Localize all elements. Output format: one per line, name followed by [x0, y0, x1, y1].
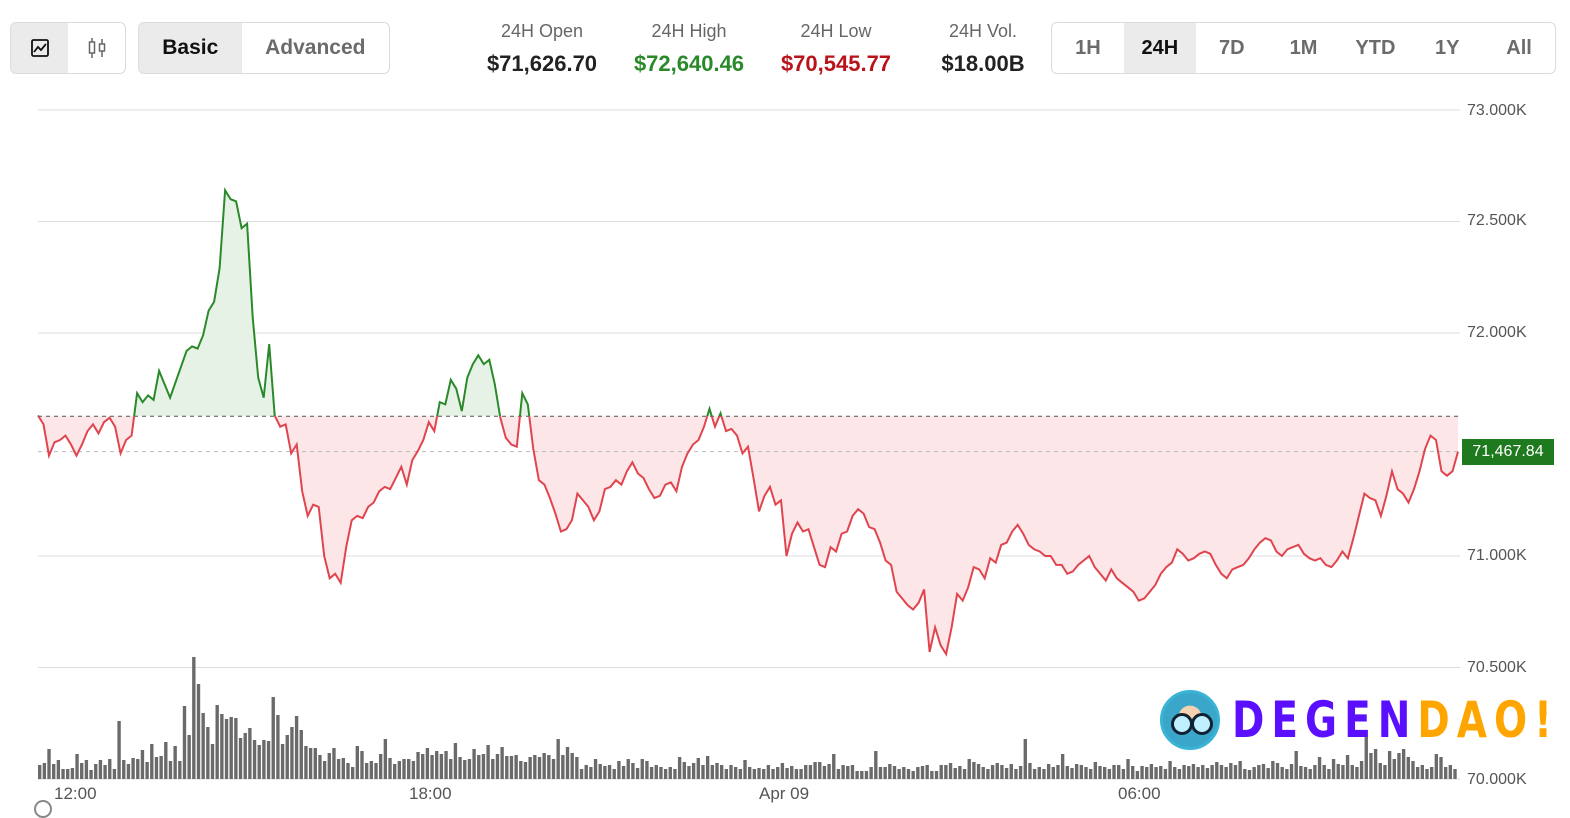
y-tick-70000: 70.000K [1467, 771, 1527, 788]
loading-spinner-icon [34, 800, 52, 818]
stat-low-label: 24H Low [800, 21, 872, 41]
price-area-below-open [38, 416, 1458, 655]
range-all[interactable]: All [1506, 36, 1532, 59]
stat-open-value: $71,626.70 [486, 51, 598, 76]
x-tick-1800: 18:00 [409, 784, 452, 803]
stat-low: 24H Low $70,545.77 [771, 20, 901, 77]
range-1m[interactable]: 1M [1289, 36, 1318, 59]
range-7d[interactable]: 7D [1218, 36, 1245, 59]
volume-bars [38, 657, 1457, 779]
basic-mode-button[interactable]: Basic [139, 23, 242, 73]
price-area-above-open [38, 190, 722, 417]
x-tick-0600: 06:00 [1118, 784, 1161, 803]
time-range-selector: 1H 24H 7D 1M YTD 1Y All [1051, 22, 1556, 74]
brand-part1: DEGEN [1232, 691, 1418, 749]
y-tick-72500: 72.500K [1467, 212, 1527, 229]
mode-toggle: Basic Advanced [138, 22, 390, 74]
y-tick-71000: 71.000K [1467, 547, 1527, 564]
candlestick-icon [88, 38, 105, 58]
range-1h[interactable]: 1H [1075, 36, 1101, 59]
stat-open-label: 24H Open [500, 21, 584, 41]
y-tick-73000: 73.000K [1467, 102, 1527, 119]
y-tick-72000: 72.000K [1467, 324, 1527, 341]
line-chart-icon [30, 39, 49, 57]
stat-open: 24H Open $71,626.70 [478, 20, 606, 77]
chart-type-toggle [10, 22, 126, 74]
stat-high: 24H High $72,640.46 [624, 20, 754, 77]
y-tick-70500: 70.500K [1467, 659, 1527, 676]
stat-high-label: 24H High [651, 21, 727, 41]
range-1y[interactable]: 1Y [1434, 36, 1460, 59]
price-line-down [37, 416, 1459, 657]
x-tick-apr09: Apr 09 [759, 784, 810, 803]
stat-volume-label: 24H Vol. [948, 21, 1018, 41]
degendao-watermark: DEGENDAO! [1160, 690, 1570, 750]
range-24h[interactable]: 24H [1123, 23, 1196, 73]
stat-volume-value: $18.00B [941, 51, 1025, 76]
current-price-tag: 71,467.84 [1462, 438, 1554, 465]
range-ytd[interactable]: YTD [1355, 36, 1396, 59]
mascot-avatar-icon [1160, 690, 1220, 750]
line-chart-button[interactable] [11, 23, 68, 73]
stat-high-value: $72,640.46 [633, 51, 745, 76]
x-tick-1200: 12:00 [54, 784, 97, 803]
price-line-up [37, 187, 723, 417]
brand-part2: DAO! [1417, 691, 1559, 749]
candlestick-chart-button[interactable] [68, 23, 125, 73]
stat-volume: 24H Vol. $18.00B [928, 20, 1038, 77]
advanced-mode-button[interactable]: Advanced [265, 36, 366, 59]
stat-low-value: $70,545.77 [780, 51, 892, 76]
